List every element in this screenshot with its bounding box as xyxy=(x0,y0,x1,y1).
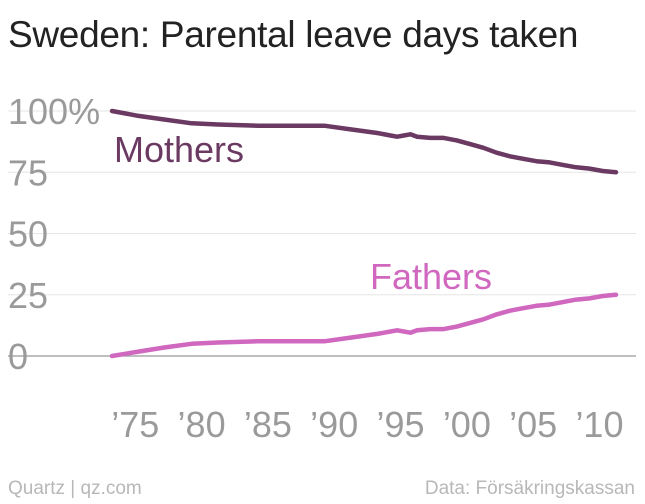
x-tick-label-1995: ’95 xyxy=(377,404,425,445)
y-tick-label-75: 75 xyxy=(8,152,48,193)
x-tick-label-2005: ’05 xyxy=(509,404,557,445)
y-tick-label-50: 50 xyxy=(8,214,48,255)
x-tick-label-1985: ’85 xyxy=(244,404,292,445)
x-tick-label-1990: ’90 xyxy=(310,404,358,445)
y-axis: 100% 75 50 25 0 xyxy=(8,91,100,377)
grid xyxy=(8,110,636,296)
footer-source: Data: Försäkringskassan xyxy=(424,478,635,499)
series-line-fathers xyxy=(109,292,619,359)
y-tick-label-25: 25 xyxy=(8,275,48,316)
chart-title: Sweden: Parental leave days taken xyxy=(8,14,579,55)
x-axis: ’75 ’80 ’85 ’90 ’95 ’00 ’05 ’10 xyxy=(111,404,623,445)
series-labels: Mothers Fathers xyxy=(114,129,492,297)
x-tick-label-1980: ’80 xyxy=(178,404,226,445)
y-tick-label-0: 0 xyxy=(8,336,28,377)
footer-credit: Quartz | qz.com xyxy=(8,478,142,499)
x-tick-label-2010: ’10 xyxy=(575,404,623,445)
series xyxy=(109,108,619,359)
y-tick-label-100: 100% xyxy=(8,91,100,132)
series-line-mothers xyxy=(109,108,619,175)
x-tick-label-1975: ’75 xyxy=(111,404,159,445)
line-chart: 100% 75 50 25 0 ’75 ’80 ’85 ’90 ’95 ’00 ’05 ’10 Mot… xyxy=(8,91,636,445)
series-label-fathers: Fathers xyxy=(370,256,492,297)
x-tick-label-2000: ’00 xyxy=(443,404,491,445)
series-label-mothers: Mothers xyxy=(114,129,244,170)
